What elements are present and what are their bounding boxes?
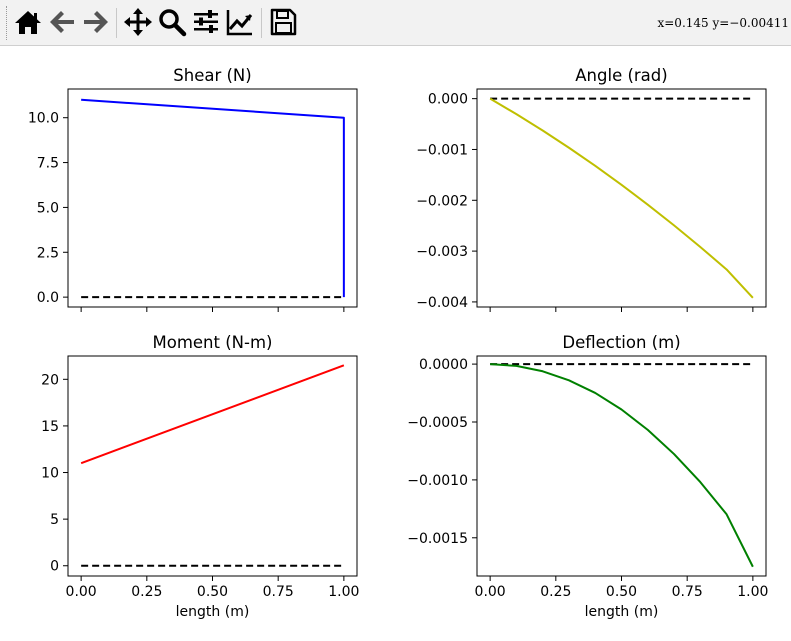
axes-frame (476, 355, 767, 577)
x-tick-label: 0.75 (263, 584, 294, 600)
back-arrow-icon (50, 11, 74, 33)
subplot-title: Angle (rad) (575, 66, 667, 85)
forward-button[interactable] (79, 5, 113, 39)
zoom-icon (159, 9, 187, 37)
y-tick-label: 5 (50, 512, 59, 528)
y-tick-label: 15 (41, 419, 59, 435)
x-tick-label: 0.00 (475, 584, 506, 600)
subplot-moment[interactable]: 0.00 0.25 0.50 0.75 1.00 0 5 10 15 20 Moment (N-m)… (41, 333, 359, 620)
toolbar-grip (0, 6, 7, 40)
cursor-coordinates: x=0.145 y=−0.00411 (657, 16, 789, 30)
toolbar-separator (116, 8, 117, 38)
toolbar-separator (261, 8, 262, 38)
y-tick-label: −0.0015 (407, 531, 468, 547)
x-tick-label: 0.25 (540, 584, 571, 600)
y-tick-label: −0.001 (416, 142, 468, 158)
y-tick-label: −0.0005 (407, 415, 468, 431)
y-tick-label: 0.000 (428, 92, 468, 108)
home-icon (15, 11, 41, 34)
subplot-title: Moment (N-m) (153, 333, 273, 352)
save-icon (270, 8, 297, 36)
series-deflection (490, 363, 754, 568)
subplot-title: Deflection (m) (562, 333, 680, 352)
x-tick-label: 0.00 (66, 584, 97, 600)
subplots-button[interactable] (189, 5, 223, 39)
subplot-deflection[interactable]: 0.00 0.25 0.50 0.75 1.00 0.0000 −0.0005 −0.0010… (407, 333, 768, 620)
subplot-title: Shear (N) (173, 66, 251, 85)
series-moment (80, 364, 345, 465)
y-tick-label: 7.5 (37, 156, 59, 172)
y-tick-label: 10.0 (28, 111, 59, 127)
subplot-shear[interactable]: 0.0 2.5 5.0 7.5 10.0 Shear (N) (28, 66, 358, 312)
forward-arrow-icon (84, 11, 108, 33)
y-tick-label: 20 (41, 372, 59, 388)
customize-button[interactable] (223, 5, 257, 39)
zoom-button[interactable] (155, 5, 189, 39)
customize-icon (226, 10, 253, 36)
x-tick-label: 0.25 (131, 584, 162, 600)
home-button[interactable] (11, 5, 45, 39)
x-axis-label: length (m) (585, 604, 659, 620)
y-tick-label: 0.0 (37, 290, 59, 306)
pan-icon (124, 8, 152, 36)
y-tick-label: −0.003 (416, 244, 468, 260)
y-tick-label: −0.002 (416, 193, 468, 209)
subplot-angle[interactable]: 0.000 −0.001 −0.002 −0.003 −0.004 Angle (rad) (416, 66, 767, 312)
y-tick-label: 2.5 (37, 245, 59, 261)
navigation-toolbar: x=0.145 y=−0.00411 (0, 0, 791, 46)
subplots-icon (194, 10, 218, 33)
x-tick-label: 0.50 (606, 584, 637, 600)
y-tick-label: 10 (41, 466, 59, 482)
series-shear (81, 98, 345, 298)
x-tick-label: 1.00 (737, 584, 768, 600)
x-tick-label: 0.75 (672, 584, 703, 600)
back-button[interactable] (45, 5, 79, 39)
y-tick-label: 0.0000 (419, 357, 468, 373)
axes-frame (67, 88, 358, 308)
series-angle (489, 97, 754, 299)
y-tick-label: 0 (50, 559, 59, 575)
y-tick-label: 5.0 (37, 200, 59, 216)
x-tick-label: 0.50 (197, 584, 228, 600)
axes-frame (476, 88, 767, 308)
x-axis-label: length (m) (176, 604, 250, 620)
axes-frame (67, 355, 358, 577)
save-button[interactable] (266, 5, 300, 39)
y-tick-label: −0.004 (416, 295, 468, 311)
y-tick-label: −0.0010 (407, 473, 468, 489)
pan-button[interactable] (121, 5, 155, 39)
x-tick-label: 1.00 (328, 584, 359, 600)
